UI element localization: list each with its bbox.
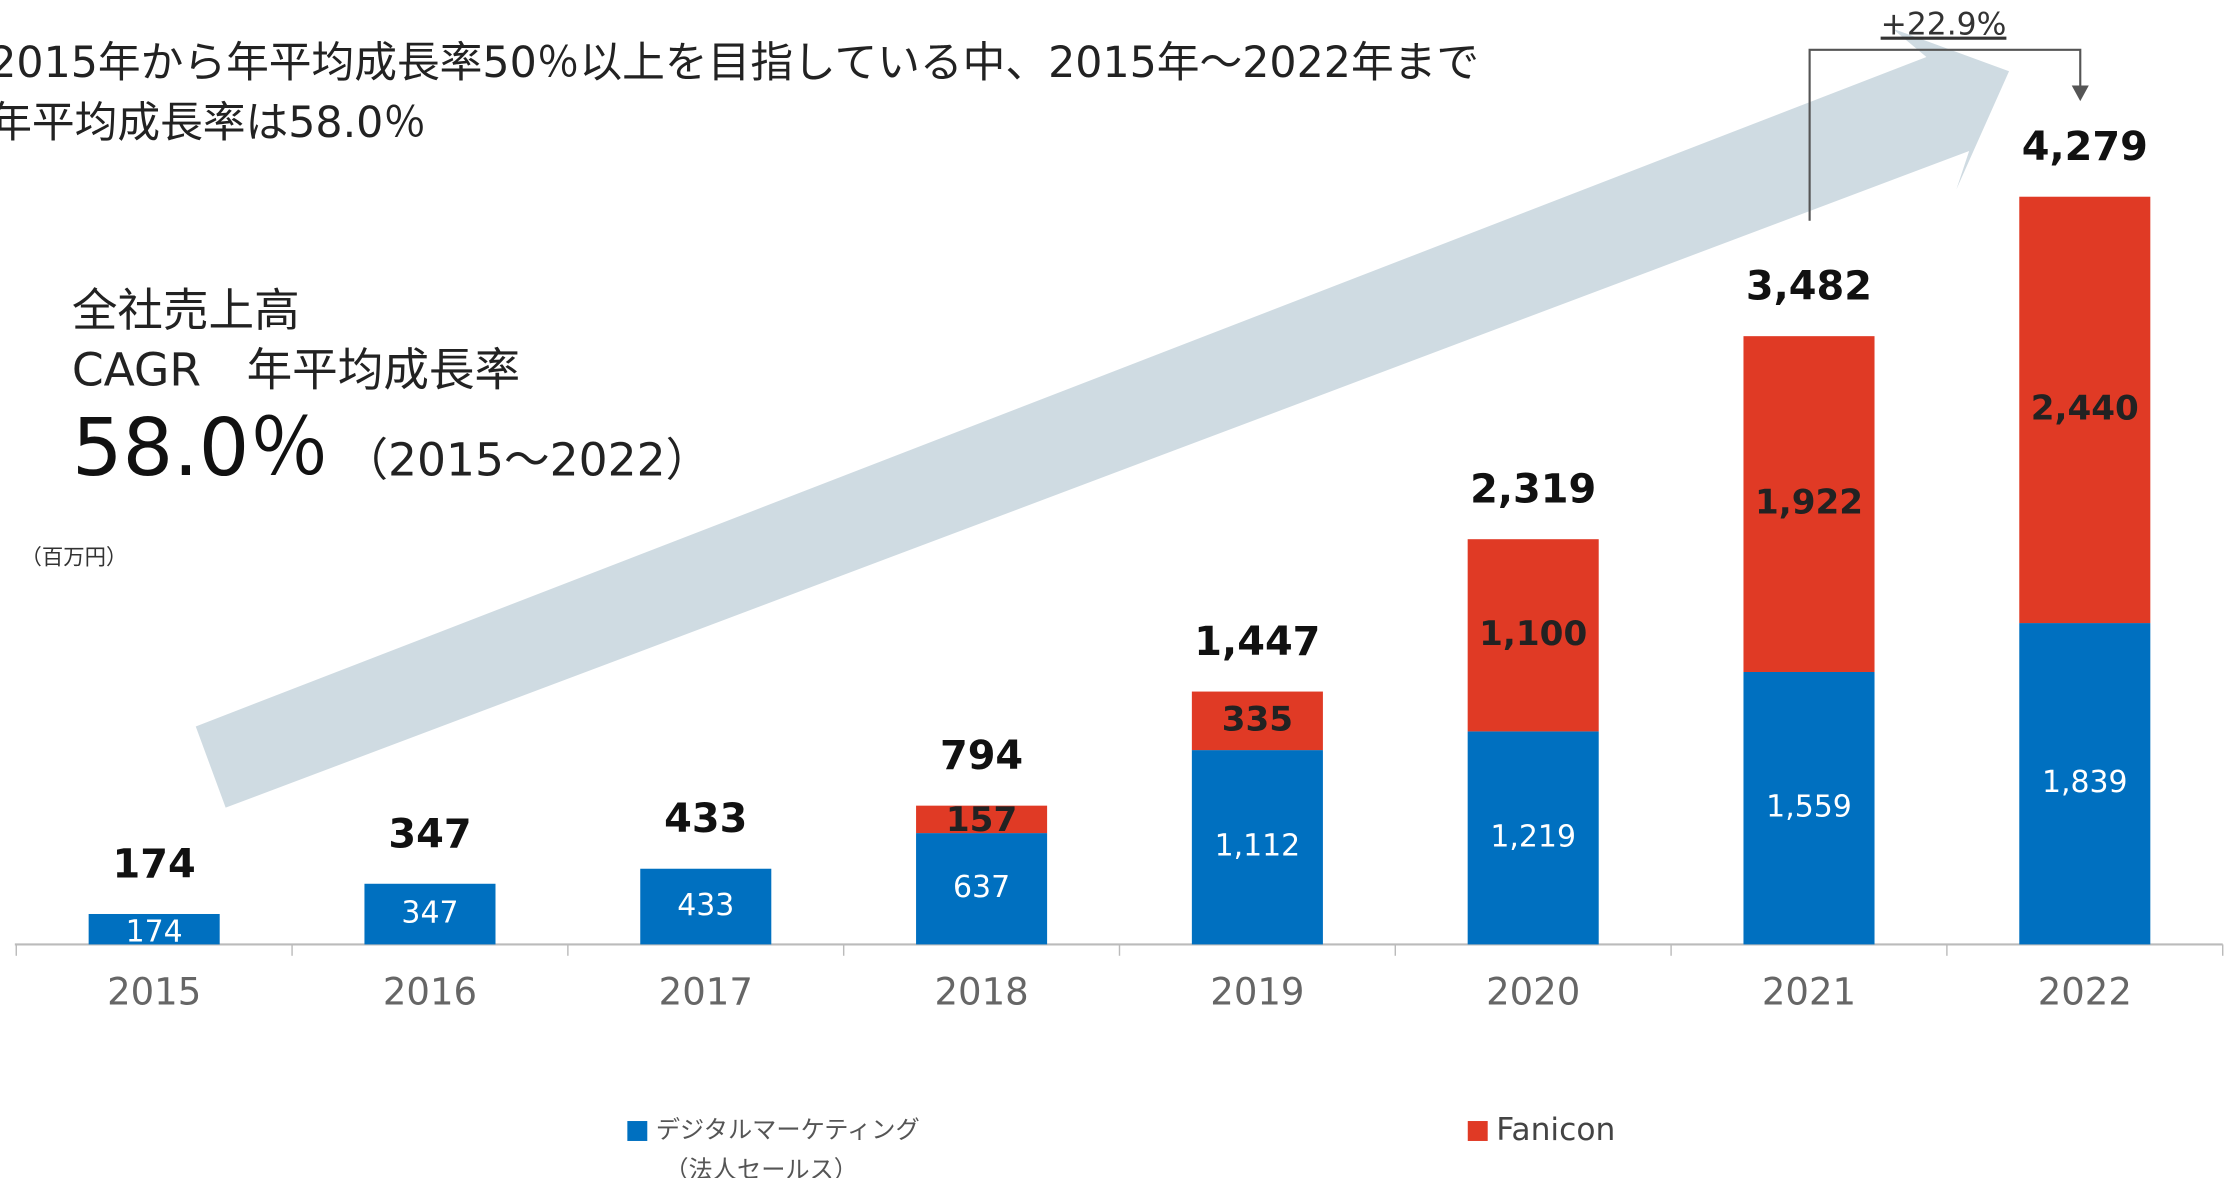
x-tick-label: 2015 (107, 971, 201, 1014)
legend-sublabel: （法人セールス） (664, 1156, 858, 1178)
bar-segment (1467, 539, 1599, 732)
bar-segment (1191, 750, 1323, 945)
value-label: 433 (677, 888, 734, 923)
total-label: 174 (113, 841, 196, 887)
annotation: （2015～2022） (342, 433, 711, 486)
total-label: 2,319 (1470, 467, 1596, 513)
total-label: 1,447 (1194, 619, 1320, 665)
total-label: 794 (940, 733, 1023, 779)
annotation-rate: 58.0％ (72, 401, 329, 494)
x-tick-label: 2019 (1210, 971, 1304, 1014)
title-line: 2015年から年平均成長率50％以上を目指している中、2015年～2022年まで (0, 38, 1479, 88)
bar-segment (916, 833, 1048, 945)
value-label: 637 (953, 870, 1010, 905)
value-label: 174 (126, 914, 183, 949)
legend-label: Fanicon (1496, 1112, 1615, 1148)
x-tick-label: 2022 (2038, 971, 2132, 1014)
bar-segment (2019, 623, 2151, 945)
total-label: 3,482 (1746, 263, 1872, 309)
total-label: 4,279 (2022, 124, 2148, 170)
value-label: 1,559 (1766, 790, 1852, 825)
growth-arrow (195, 28, 2010, 808)
x-tick-label: 2018 (934, 971, 1028, 1014)
x-tick-label: 2017 (659, 971, 753, 1014)
value-label: 1,922 (1755, 483, 1863, 523)
x-tick-label: 2020 (1486, 971, 1580, 1014)
legend-swatch (1467, 1121, 1488, 1141)
bar-segment (1191, 691, 1323, 751)
x-tick-label: 2016 (383, 971, 477, 1014)
annotation: 全社売上高 (72, 284, 300, 337)
value-label: 1,100 (1479, 614, 1587, 654)
bar-segment (2019, 196, 2151, 624)
total-label: 433 (664, 796, 747, 842)
growth-label: +22.9% (1881, 7, 2007, 43)
value-label: 347 (401, 896, 458, 931)
bracket-head (2071, 85, 2089, 102)
bar-segment (88, 913, 220, 945)
unit-label: （百万円） (21, 545, 128, 570)
bar-segment (364, 883, 496, 945)
value-label: 157 (946, 800, 1017, 840)
bar-segment (640, 868, 772, 945)
bar-segment (1467, 731, 1599, 945)
growth-bracket (1808, 48, 2082, 221)
value-label: 2,440 (2031, 388, 2139, 428)
value-label: 1,112 (1215, 829, 1301, 864)
annotation: CAGR 年平均成長率 (72, 344, 520, 397)
value-label: 1,219 (1490, 819, 1576, 854)
bar-segment (1743, 671, 1875, 945)
bar-segment (916, 805, 1048, 834)
x-tick-label: 2021 (1762, 971, 1856, 1014)
value-label: 1,839 (2042, 765, 2128, 800)
legend-label: デジタルマーケティング (656, 1116, 920, 1144)
value-label: 335 (1222, 699, 1293, 739)
legend-swatch (627, 1121, 648, 1141)
bar-segment (1743, 336, 1875, 672)
total-label: 347 (388, 811, 471, 857)
title-line: 年平均成長率は58.0％ (0, 98, 426, 148)
